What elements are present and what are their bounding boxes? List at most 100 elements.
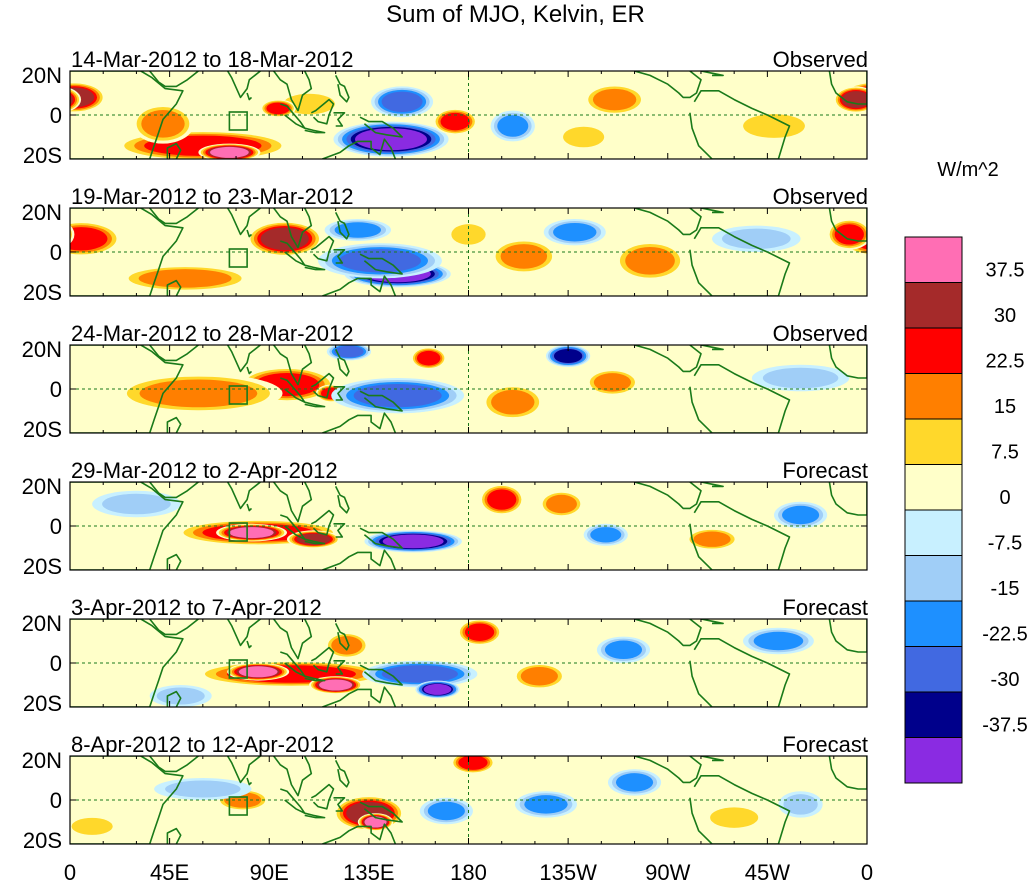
coastlines bbox=[70, 345, 867, 433]
panel-4: 20N 0 20S 29-Mar-2012 to 2-Apr-2012 Forecast bbox=[0, 458, 1031, 579]
anomaly-blob bbox=[604, 640, 643, 660]
x-tick-label: 0 bbox=[861, 860, 873, 885]
coastline bbox=[359, 527, 403, 549]
y-tick-label: 20S bbox=[23, 554, 62, 579]
coastline bbox=[273, 345, 313, 386]
y-tick-label: 0 bbox=[50, 103, 62, 128]
coastline bbox=[273, 71, 313, 112]
y-tick-label: 20N bbox=[22, 748, 62, 773]
coastline bbox=[70, 71, 184, 159]
anomaly-blob bbox=[553, 348, 583, 364]
coastline bbox=[280, 103, 306, 129]
legend-level-label: -37.5 bbox=[982, 715, 1028, 737]
coastline bbox=[689, 90, 791, 159]
coastline bbox=[334, 349, 350, 377]
coastline bbox=[149, 71, 199, 88]
coastline bbox=[333, 112, 346, 127]
anomaly-blob bbox=[931, 134, 1031, 158]
coastline bbox=[310, 235, 335, 262]
y-tick-label: 20N bbox=[22, 611, 62, 636]
coastline bbox=[689, 774, 791, 844]
coastline bbox=[359, 801, 403, 823]
legend-swatch bbox=[904, 691, 963, 738]
reference-box bbox=[228, 522, 248, 542]
anomaly-blob bbox=[951, 778, 1031, 800]
coastline bbox=[310, 98, 335, 125]
panel-3: 20N 0 20S 24-Mar-2012 to 28-Mar-2012 Observe… bbox=[0, 321, 868, 442]
coastline bbox=[700, 208, 724, 214]
legend-level-label: -30 bbox=[991, 669, 1020, 691]
coastline bbox=[310, 646, 335, 673]
coastline bbox=[166, 142, 182, 159]
coastline bbox=[828, 482, 867, 516]
coastline bbox=[166, 690, 182, 707]
anomaly-blob bbox=[563, 126, 605, 148]
y-tick-label: 20S bbox=[23, 143, 62, 168]
coastline bbox=[304, 538, 326, 545]
anomaly-blob bbox=[1005, 146, 1031, 158]
anomaly-blob bbox=[921, 132, 1031, 159]
anomaly-blob bbox=[710, 807, 759, 828]
coastline bbox=[310, 372, 335, 399]
anomaly-blob bbox=[545, 494, 577, 514]
coastline bbox=[322, 275, 397, 296]
coastline bbox=[220, 208, 261, 236]
reference-box bbox=[228, 248, 248, 268]
panel-kind-label: Observed bbox=[773, 321, 868, 346]
anomaly-blob bbox=[260, 227, 309, 251]
anomaly-blob bbox=[165, 780, 241, 798]
anomaly-blob bbox=[0, 504, 26, 526]
anomaly-blob bbox=[229, 527, 274, 539]
coastline bbox=[333, 249, 346, 264]
legend-level-label: -22.5 bbox=[982, 624, 1028, 646]
anomaly-blob bbox=[0, 111, 17, 142]
y-tick-label: 20N bbox=[22, 337, 62, 362]
anomaly-blob bbox=[500, 244, 548, 269]
y-tick-label: 20N bbox=[22, 200, 62, 225]
coastline bbox=[166, 279, 182, 296]
coastline bbox=[246, 640, 253, 649]
coastline bbox=[246, 503, 253, 512]
anomaly-blob bbox=[70, 94, 74, 105]
legend-swatch bbox=[904, 646, 963, 693]
anomaly-blob bbox=[0, 365, 52, 391]
y-tick-label: 0 bbox=[50, 514, 62, 539]
anomaly-blob bbox=[553, 222, 597, 242]
anomaly-blob bbox=[141, 109, 185, 138]
anomaly-blob bbox=[491, 389, 535, 415]
anomaly-blob bbox=[381, 91, 423, 113]
coastline bbox=[166, 827, 182, 844]
panel-2: 20N 0 20S 19-Mar-2012 to 23-Mar-2012 Observe… bbox=[0, 184, 868, 305]
legend-level-label: 30 bbox=[994, 305, 1016, 327]
anomaly-blob bbox=[139, 379, 258, 408]
y-tick-label: 20N bbox=[22, 474, 62, 499]
coastlines bbox=[70, 71, 867, 159]
coastline bbox=[359, 390, 403, 412]
anomaly-blob bbox=[427, 801, 465, 821]
coastlines bbox=[70, 619, 867, 707]
coastlines bbox=[70, 208, 867, 296]
coastline bbox=[166, 416, 182, 433]
anomaly-blob bbox=[1024, 526, 1031, 538]
coastline bbox=[149, 619, 199, 636]
anomaly-blob bbox=[1002, 146, 1031, 160]
panel-period-label: 3-Apr-2012 to 7-Apr-2012 bbox=[71, 595, 322, 620]
coastline bbox=[322, 823, 397, 844]
anomaly-field bbox=[0, 219, 867, 292]
legend-swatch bbox=[904, 282, 963, 329]
coastline bbox=[220, 71, 261, 99]
anomaly-blob bbox=[70, 227, 108, 251]
coastline bbox=[700, 482, 724, 488]
coastline bbox=[149, 345, 199, 362]
anomaly-blob bbox=[783, 794, 818, 815]
anomaly-blob bbox=[0, 226, 4, 252]
anomaly-blob bbox=[0, 502, 30, 528]
y-tick-label: 0 bbox=[50, 651, 62, 676]
coastline bbox=[700, 345, 724, 351]
coastline bbox=[828, 71, 867, 105]
anomaly-blob bbox=[962, 780, 1031, 797]
anomaly-blob bbox=[334, 222, 382, 238]
coastline bbox=[333, 522, 346, 538]
panel-period-label: 29-Mar-2012 to 2-Apr-2012 bbox=[71, 458, 338, 483]
